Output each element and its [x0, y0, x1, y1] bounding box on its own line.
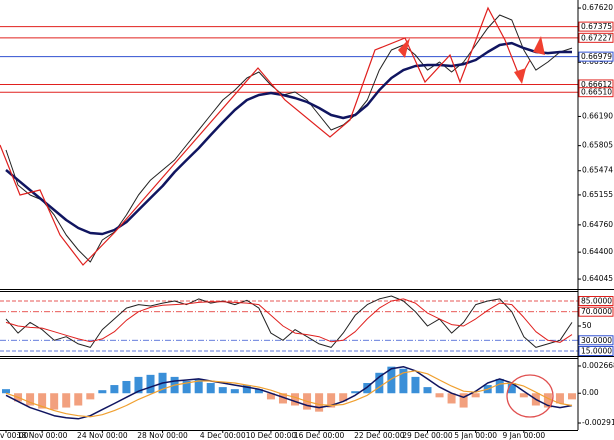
x-tick-label: 5 Jan 00:00	[454, 431, 497, 440]
histogram-bar	[62, 393, 71, 408]
y-tick-label: 0.64045	[582, 274, 613, 283]
value-label: 0.66612	[581, 80, 612, 89]
histogram-bar	[435, 393, 444, 398]
y-tick-label: 0.66190	[582, 111, 613, 120]
histogram-bar	[423, 387, 432, 394]
value-label: 0.66979	[581, 52, 612, 61]
x-tick-label: 9 Jan 00:00	[502, 431, 545, 440]
histogram-bar	[399, 368, 408, 394]
histogram-bar	[471, 393, 480, 398]
y-tick-label: 0.00	[582, 388, 599, 397]
histogram-bar	[266, 393, 275, 400]
value-label-box	[578, 51, 614, 62]
x-tick-label: 18 Nov 00:00	[17, 431, 68, 440]
y-tick-label: 0.66905	[582, 57, 613, 66]
value-label: 30.0000	[581, 336, 612, 345]
histogram-bar	[519, 393, 528, 398]
y-tick-label: 0.65474	[582, 166, 613, 175]
value-label-box	[578, 32, 614, 43]
series-line	[5, 365, 573, 420]
histogram-bar	[230, 389, 239, 394]
y-tick-label: 0.65805	[582, 141, 613, 150]
histogram-bar	[375, 372, 384, 394]
histogram-bar	[555, 393, 564, 404]
arrow-up	[398, 38, 410, 58]
arrow-up	[533, 36, 545, 55]
x-tick-label: 4 Dec 00:00	[200, 431, 246, 440]
histogram-bar	[459, 393, 468, 408]
histogram-bar	[242, 385, 251, 394]
x-tick-label: 22 Dec 00:00	[354, 431, 405, 440]
series-line	[5, 41, 572, 236]
value-label-box	[578, 21, 614, 32]
value-label: 15.0000	[581, 347, 612, 356]
histogram-bar	[182, 380, 191, 394]
y-tick-label: 0.67620	[582, 3, 613, 12]
y-tick-label: -0.002913	[582, 418, 614, 427]
arrow-down	[514, 68, 526, 84]
y-tick-label: 50	[582, 321, 592, 330]
histogram-bar	[122, 380, 131, 394]
plot-layer: 0.67620 0.66905 0.66190 0.65805 0.65474 0.651…	[0, 3, 614, 440]
histogram-bar	[146, 374, 155, 394]
value-label: 0.66510	[581, 88, 612, 97]
y-tick-label: 0.0026683	[582, 361, 614, 370]
histogram-bar	[26, 393, 35, 406]
value-label: 0.67375	[581, 22, 612, 31]
histogram-bar	[50, 393, 59, 410]
y-tick-label: 0.64760	[582, 220, 613, 229]
value-label-box	[578, 296, 614, 306]
histogram-bar	[507, 383, 516, 394]
value-label: 70.0000	[581, 307, 612, 316]
histogram-bar	[568, 393, 576, 400]
histogram-bar	[86, 393, 95, 400]
series-line	[5, 370, 573, 418]
histogram-bar	[98, 390, 107, 394]
y-tick-label: 0.65155	[582, 190, 613, 199]
series-line	[5, 295, 573, 348]
histogram-bar	[38, 393, 47, 409]
value-label: 85.0000	[581, 297, 612, 306]
histogram-bar	[291, 393, 300, 406]
value-label-box	[578, 346, 614, 356]
x-tick-label: 29 Dec 00:00	[402, 431, 453, 440]
histogram-bar	[351, 391, 360, 394]
y-tick-label: 0.64400	[582, 247, 613, 256]
value-label-box	[578, 306, 614, 317]
x-tick-label: 16 Dec 00:00	[294, 431, 345, 440]
histogram-bar	[206, 383, 215, 394]
histogram-bar	[254, 389, 263, 394]
x-tick-label: v 00:00	[0, 431, 29, 440]
histogram-bar	[278, 393, 287, 404]
value-label-box	[578, 335, 614, 346]
histogram-bar	[2, 389, 10, 394]
histogram-bar	[315, 393, 324, 412]
x-tick-label: 24 Nov 00:00	[77, 431, 128, 440]
histogram-bar	[327, 393, 336, 408]
value-label-box	[578, 87, 614, 98]
x-tick-label: 10 Dec 00:00	[246, 431, 297, 440]
histogram-bar	[543, 393, 552, 408]
histogram-bar	[74, 393, 83, 406]
histogram-bar	[110, 385, 119, 394]
x-tick-label: 28 Nov 00:00	[137, 431, 188, 440]
histogram-bar	[387, 366, 396, 394]
histogram-bar	[363, 383, 372, 394]
histogram-bar	[339, 393, 348, 402]
value-label: 0.67227	[581, 33, 612, 42]
histogram-bar	[194, 378, 203, 394]
histogram-bar	[495, 378, 504, 394]
series-line	[5, 298, 573, 343]
histogram-bar	[447, 393, 456, 404]
histogram-bar	[218, 387, 227, 394]
histogram-bar	[411, 376, 420, 394]
highlight-circle	[506, 374, 554, 418]
histogram-bar	[134, 376, 143, 394]
series-line	[5, 14, 573, 263]
zigzag-drawing	[0, 6, 531, 266]
